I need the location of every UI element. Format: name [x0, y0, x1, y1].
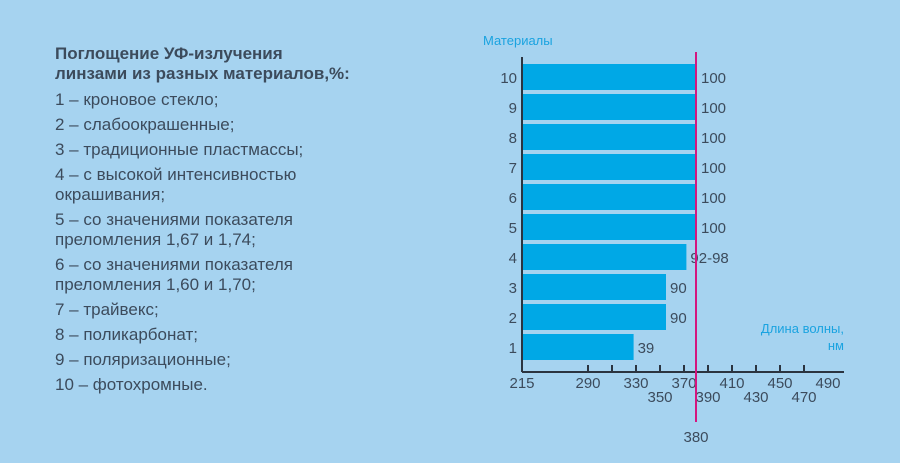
category-label: 10	[500, 70, 517, 87]
x-axis-title: Длина волны,	[761, 321, 844, 336]
x-tick-label: 450	[767, 375, 792, 392]
category-label: 8	[509, 130, 517, 147]
x-axis-title: нм	[828, 338, 844, 353]
data-label: 92-98	[690, 250, 728, 267]
legend-item: 6 – со значениями показателя преломления…	[55, 255, 294, 294]
bar-9	[522, 94, 696, 120]
category-label: 9	[509, 100, 517, 117]
data-label: 100	[701, 160, 726, 177]
bar-10	[522, 64, 696, 90]
category-label: 2	[509, 310, 517, 327]
bar-7	[522, 154, 696, 180]
legend-item: 5 – со значениями показателя преломления…	[55, 210, 294, 249]
legend-item: 10 – фотохромные.	[55, 375, 208, 394]
data-label: 39	[638, 340, 655, 357]
bar-5	[522, 214, 696, 240]
x-tick-label: 390	[695, 389, 720, 406]
legend-item: 2 – слабоокрашенные;	[55, 115, 235, 134]
legend-item: 7 – трайвекс;	[55, 300, 159, 319]
category-label: 4	[509, 250, 517, 267]
bar-4	[522, 244, 687, 270]
x-tick-label: 330	[623, 375, 648, 392]
data-label: 100	[701, 220, 726, 237]
category-label: 1	[509, 340, 517, 357]
bar-8	[522, 124, 696, 150]
data-label: 90	[670, 310, 687, 327]
category-label: 7	[509, 160, 517, 177]
category-label: 3	[509, 280, 517, 297]
legend-item: 9 – поляризационные;	[55, 350, 231, 369]
bar-2	[522, 304, 666, 330]
legend: Поглощение УФ-излучения линзами из разны…	[55, 44, 475, 400]
bar-6	[522, 184, 696, 210]
x-tick-label: 290	[575, 375, 600, 392]
x-tick-label: 410	[719, 375, 744, 392]
data-label: 90	[670, 280, 687, 297]
category-label: 6	[509, 190, 517, 207]
x-tick-label: 350	[647, 389, 672, 406]
data-label: 100	[701, 190, 726, 207]
x-tick-label: 470	[791, 389, 816, 406]
y-axis-title: Материалы	[483, 33, 553, 48]
legend-item: 4 – с высокой интенсивностью окрашивания…	[55, 165, 297, 204]
x-tick-label: 370	[671, 375, 696, 392]
bar-1	[522, 334, 634, 360]
x-tick-label: 490	[815, 375, 840, 392]
legend-title: Поглощение УФ-излучения линзами из разны…	[55, 44, 350, 83]
x-tick-label: 430	[743, 389, 768, 406]
legend-item: 1 – кроновое стекло;	[55, 90, 219, 109]
data-label: 100	[701, 100, 726, 117]
legend-item: 8 – поликарбонат;	[55, 325, 198, 344]
category-label: 5	[509, 220, 517, 237]
data-label: 100	[701, 70, 726, 87]
data-label: 100	[701, 130, 726, 147]
legend-item: 3 – традиционные пластмассы;	[55, 140, 304, 159]
bar-3	[522, 274, 666, 300]
x-tick-label: 215	[509, 375, 534, 392]
reference-line-label: 380	[683, 429, 708, 446]
